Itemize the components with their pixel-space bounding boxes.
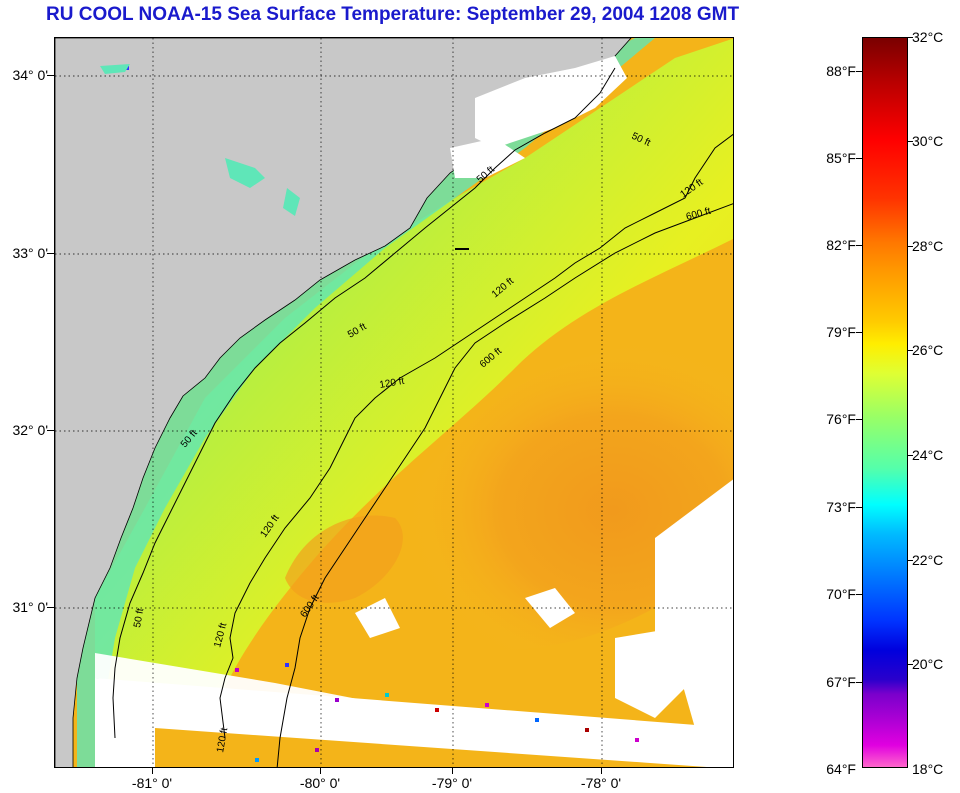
lat-tick [47,253,54,254]
colorbar-tick [856,245,862,246]
inland-water-1 [225,158,265,188]
sst-map[interactable]: 50 ft 120 ft 600 ft 120 ft 50 ft 50 ft 1… [54,37,734,768]
lat-tick [47,607,54,608]
lon-tick [452,768,453,774]
shelf-water [95,38,733,767]
colorbar-tick [908,560,913,561]
colorbar-f-label: 85°F [826,150,856,166]
inland-water-3 [100,64,130,74]
contour-label: 120 ft [379,376,406,391]
colorbar-c-label: 28°C [912,238,944,254]
colorbar-c-label: 26°C [912,342,944,358]
colorbar-tick [856,332,862,333]
page-title: RU COOL NOAA-15 Sea Surface Temperature:… [46,4,740,25]
colorbar-f-label: 82°F [826,237,856,253]
sst-map-canvas: 50 ft 120 ft 600 ft 120 ft 50 ft 50 ft 1… [55,38,733,767]
colorbar-tick [856,158,862,159]
lat-label-32: 32° 0' [12,422,48,438]
data-gap-swath [95,678,733,767]
lon-tick [320,768,321,774]
colorbar-c-label: 30°C [912,133,944,149]
nearshore-water [77,38,655,767]
colorbar-tick [908,141,913,142]
lon-label-79: -79° 0' [431,775,473,791]
colorbar-tick [856,594,862,595]
lat-label-33: 33° 0' [12,245,48,261]
lon-tick [152,768,153,774]
colorbar-c-label: 18°C [912,761,944,777]
colorbar-f-label: 73°F [826,499,856,515]
contour-50ft [112,67,616,739]
isobath-contours [112,67,733,767]
colorbar-tick [908,350,913,351]
lon-label-78: -78° 0' [580,775,622,791]
temperature-colorbar [862,37,908,768]
colorbar-f-label: 67°F [826,674,856,690]
lat-tick [47,430,54,431]
lat-tick [47,75,54,76]
lat-label-31: 31° 0' [12,599,48,615]
colorbar-c-label: 24°C [912,447,944,463]
colorbar-tick [856,507,862,508]
lon-label-80: -80° 0' [299,775,341,791]
colorbar-tick [908,246,913,247]
contour-600ft [276,203,733,767]
colorbar-f-label: 88°F [826,63,856,79]
colorbar-c-label: 20°C [912,656,944,672]
warm-filament [285,515,403,603]
grid-lines [55,38,733,767]
contour-120ft [219,133,733,739]
colorbar-tick [856,419,862,420]
inland-water-2 [283,188,300,216]
lat-label-34: 34° 0' [12,67,48,83]
colorbar-tick [856,682,862,683]
lon-tick [601,768,602,774]
colorbar-f-label: 70°F [826,586,856,602]
colorbar-c-label: 22°C [912,552,944,568]
contour-label: 50 ft [132,607,146,628]
colorbar-f-label: 79°F [826,324,856,340]
warm-core [355,338,733,652]
bottom-strip [155,728,707,767]
colorbar-tick [856,71,862,72]
colorbar-f-label: 76°F [826,411,856,427]
colorbar-tick [908,455,913,456]
colorbar-tick [908,37,913,38]
lon-label-81: -81° 0' [131,775,173,791]
contour-label: 120 ft [215,727,230,754]
colorbar-tick [908,664,913,665]
colorbar-f-label: 64°F [826,761,856,777]
colorbar-c-label: 32°C [912,29,944,45]
